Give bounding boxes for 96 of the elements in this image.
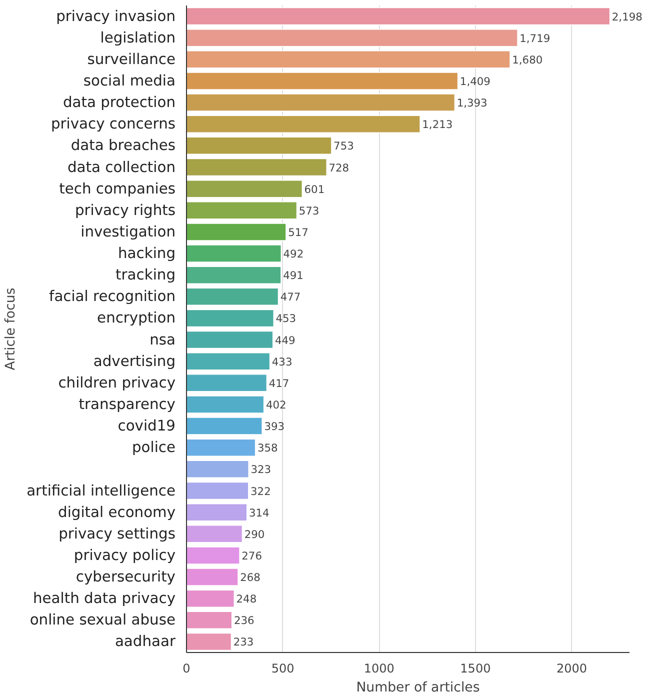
data-label: 573 (298, 204, 320, 218)
bar (186, 330, 274, 349)
bar (186, 7, 610, 26)
y-tick-label: cybersecurity (76, 568, 176, 586)
bar (186, 266, 282, 284)
y-tick-label: tracking (116, 266, 176, 284)
y-tick-label: nsa (150, 331, 176, 348)
bar (186, 201, 298, 220)
data-label: 433 (272, 355, 292, 368)
data-label: 477 (280, 290, 301, 304)
y-tick-label: digital economy (58, 504, 176, 521)
bar (186, 460, 250, 478)
bar (186, 28, 518, 47)
data-label: 1,213 (422, 118, 453, 132)
bar (186, 50, 511, 69)
y-tick-label: social media (83, 72, 176, 90)
y-tick-label: privacy settings (58, 525, 176, 542)
bar (186, 158, 328, 176)
bar (186, 416, 263, 436)
data-label: 492 (283, 248, 304, 261)
y-tick-label: privacy invasion (56, 8, 176, 25)
bar (186, 309, 274, 328)
x-tick-label: 2000 (556, 662, 588, 676)
y-tick-label: hacking (118, 245, 176, 262)
bar (186, 395, 264, 414)
y-tick-label: children privacy (58, 374, 176, 392)
data-label: 358 (257, 442, 278, 455)
bar (186, 568, 239, 586)
y-tick-label: investigation (80, 223, 176, 240)
data-label: 453 (276, 312, 296, 326)
data-label: 601 (304, 182, 325, 196)
x-tick-label: 1500 (460, 662, 491, 676)
y-tick-label: surveillance (87, 50, 176, 68)
data-label: 417 (268, 376, 290, 390)
data-label: 517 (288, 226, 308, 239)
bar (186, 482, 250, 500)
bar (186, 546, 240, 565)
y-tick-label: police (132, 439, 176, 456)
y-tick-label: legislation (100, 29, 176, 46)
y-tick-label: transparency (78, 396, 176, 413)
data-label: 1,393 (456, 96, 488, 110)
data-label: 236 (234, 614, 255, 628)
x-tick-label: 500 (271, 662, 294, 676)
bar (186, 524, 243, 544)
bar (186, 352, 270, 370)
data-label: 1,719 (520, 32, 550, 45)
bar (186, 114, 421, 134)
bar (186, 72, 458, 90)
data-label: 290 (244, 528, 265, 541)
data-label: 393 (264, 420, 285, 434)
y-tick-label: aadhaar (114, 633, 176, 650)
y-tick-label: advertising (93, 352, 176, 370)
y-tick-label: privacy concerns (50, 116, 176, 133)
y-axis-title: Article focus (4, 288, 19, 370)
y-tick-label: tech companies (59, 180, 176, 198)
data-label: 2,198 (612, 10, 643, 24)
bar (186, 438, 256, 457)
data-label: 753 (334, 140, 354, 153)
y-tick-label: covid19 (118, 418, 176, 435)
x-tick-label: 0 (182, 662, 190, 676)
bar (186, 136, 332, 155)
data-label: 276 (242, 549, 262, 562)
bar (186, 180, 303, 198)
bar (186, 222, 287, 242)
bar (186, 632, 232, 651)
y-tick-label: online sexual abuse (30, 612, 176, 629)
data-label: 248 (236, 592, 257, 606)
y-tick-label: data protection (62, 94, 176, 112)
y-tick-label: data collection (68, 158, 176, 176)
data-label: 323 (250, 463, 272, 476)
bar (186, 374, 268, 392)
data-label: 1,680 (512, 53, 543, 66)
data-label: 728 (328, 161, 350, 174)
y-tick-label: privacy rights (74, 202, 176, 219)
data-label: 268 (240, 571, 261, 584)
y-tick-label: artificial intelligence (26, 482, 176, 500)
data-label: 449 (274, 334, 296, 347)
x-tick-label: 1000 (364, 662, 394, 676)
bar (186, 93, 456, 112)
data-label: 491 (283, 269, 304, 282)
data-label: 1,409 (460, 74, 491, 88)
data-label: 314 (248, 506, 270, 520)
x-axis-title: Number of articles (356, 680, 480, 696)
bar (186, 288, 279, 306)
y-tick-label: encryption (97, 310, 176, 327)
y-tick-label: privacy policy (74, 546, 176, 564)
data-label: 402 (266, 398, 286, 412)
bar (186, 611, 232, 630)
bar (186, 503, 248, 522)
bar (186, 589, 235, 608)
y-tick-label: health data privacy (32, 590, 176, 608)
bar (186, 244, 282, 263)
data-label: 322 (250, 484, 271, 498)
data-label: 233 (233, 636, 254, 649)
y-tick-label: data breaches (70, 137, 176, 154)
y-tick-label: facial recognition (49, 288, 176, 306)
